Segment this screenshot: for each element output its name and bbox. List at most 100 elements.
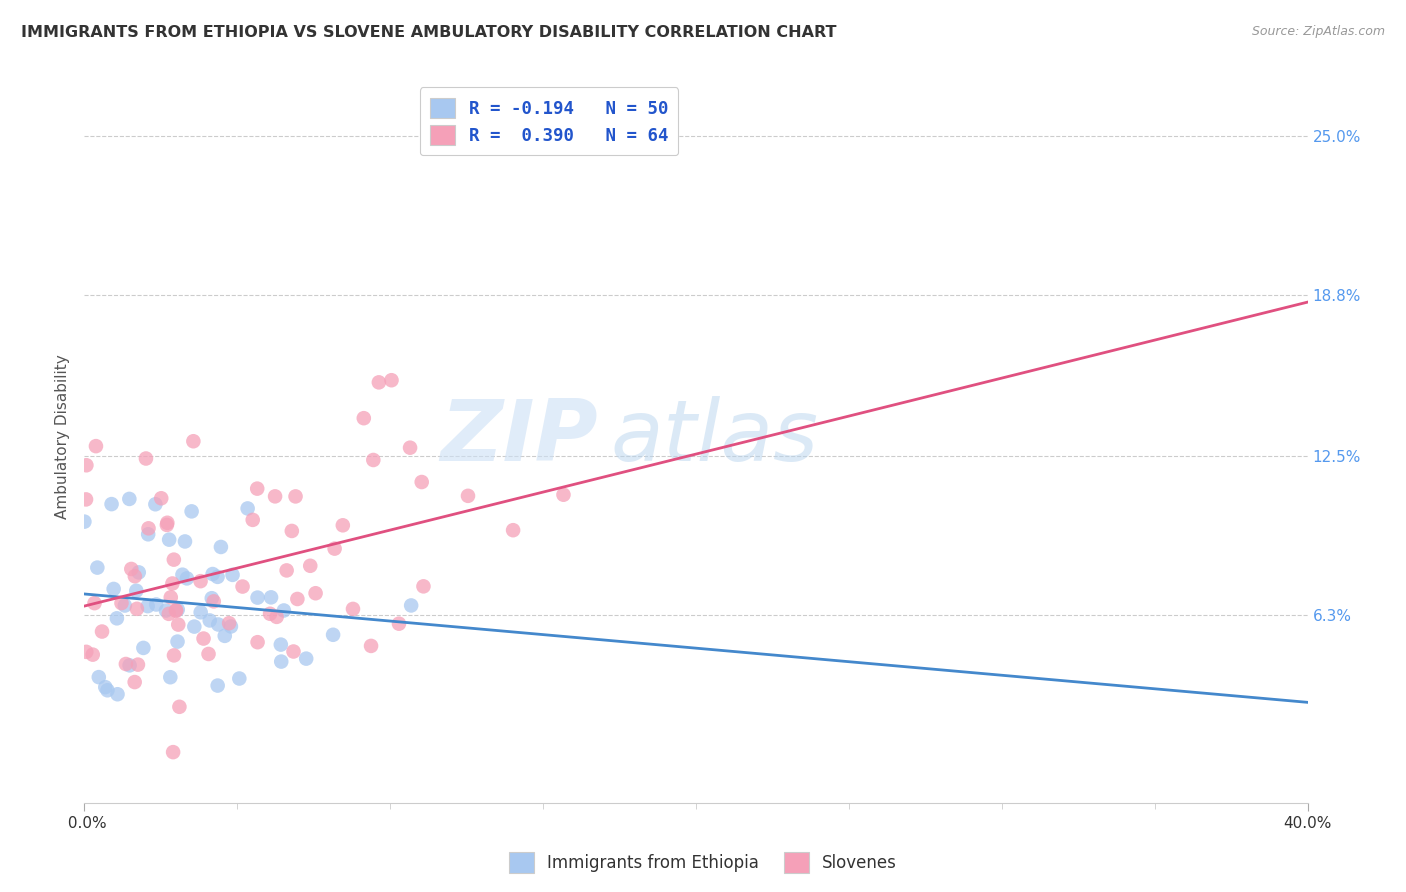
Point <box>105 611 128 625</box>
Point <box>183 434 205 449</box>
Point <box>156 516 179 530</box>
Point <box>399 441 422 455</box>
Point <box>107 687 129 701</box>
Point <box>232 580 254 594</box>
Point <box>145 598 167 612</box>
Point <box>162 576 184 591</box>
Point <box>236 501 259 516</box>
Point <box>75 645 97 659</box>
Point <box>118 491 141 506</box>
Point <box>180 504 202 518</box>
Point <box>287 592 309 607</box>
Point <box>114 599 136 613</box>
Point <box>124 569 146 583</box>
Point <box>157 533 180 547</box>
Point <box>353 411 375 425</box>
Point <box>156 517 179 532</box>
Text: IMMIGRANTS FROM ETHIOPIA VS SLOVENE AMBULATORY DISABILITY CORRELATION CHART: IMMIGRANTS FROM ETHIOPIA VS SLOVENE AMBU… <box>21 25 837 40</box>
Point <box>174 534 197 549</box>
Point <box>125 602 148 616</box>
Point <box>266 610 288 624</box>
Point <box>246 635 269 649</box>
Point <box>166 602 188 616</box>
Point <box>82 648 104 662</box>
Point <box>323 541 346 556</box>
Point <box>281 524 304 538</box>
Point <box>138 521 160 535</box>
Point <box>120 562 142 576</box>
Point <box>155 603 177 617</box>
Point <box>201 567 224 582</box>
Point <box>283 644 305 658</box>
Point <box>83 596 105 610</box>
Point <box>75 458 97 473</box>
Point <box>176 571 198 585</box>
Point <box>246 591 269 605</box>
Point <box>228 672 250 686</box>
Point <box>270 638 292 652</box>
Point <box>197 647 219 661</box>
Point <box>259 607 281 621</box>
Point <box>276 563 298 577</box>
Point <box>207 617 229 632</box>
Point <box>201 591 224 606</box>
Point <box>163 648 186 663</box>
Point <box>399 599 422 613</box>
Point <box>218 616 240 631</box>
Point <box>207 679 229 693</box>
Point <box>299 558 322 573</box>
Point <box>96 683 118 698</box>
Point <box>198 614 221 628</box>
Point <box>260 591 283 605</box>
Legend: Immigrants from Ethiopia, Slovenes: Immigrants from Ethiopia, Slovenes <box>502 846 904 880</box>
Point <box>411 475 433 489</box>
Point <box>193 632 215 646</box>
Point <box>183 619 205 633</box>
Point <box>145 497 167 511</box>
Point <box>125 583 148 598</box>
Point <box>132 640 155 655</box>
Point <box>115 657 138 671</box>
Point <box>412 579 434 593</box>
Point <box>360 639 382 653</box>
Point <box>167 617 190 632</box>
Point <box>264 489 287 503</box>
Point <box>136 599 159 613</box>
Point <box>242 513 264 527</box>
Point <box>162 745 184 759</box>
Text: ZIP: ZIP <box>440 395 598 479</box>
Point <box>363 453 385 467</box>
Point <box>128 566 150 580</box>
Text: atlas: atlas <box>610 395 818 479</box>
Point <box>163 552 186 566</box>
Point <box>209 540 232 554</box>
Point <box>157 607 180 621</box>
Point <box>165 604 187 618</box>
Point <box>332 518 354 533</box>
Point <box>86 560 108 574</box>
Point <box>190 574 212 589</box>
Point <box>91 624 114 639</box>
Point <box>159 591 181 605</box>
Point <box>190 605 212 619</box>
Point <box>380 373 402 387</box>
Point <box>304 586 326 600</box>
Point <box>100 497 122 511</box>
Point <box>273 603 295 617</box>
Point <box>502 523 524 537</box>
Point <box>103 582 125 596</box>
Point <box>127 657 149 672</box>
Point <box>110 596 132 610</box>
Point <box>221 567 243 582</box>
Point <box>246 482 269 496</box>
Point <box>214 629 236 643</box>
Point <box>172 567 194 582</box>
Point <box>87 670 110 684</box>
Point <box>159 670 181 684</box>
Point <box>284 490 307 504</box>
Point <box>342 602 364 616</box>
Point <box>270 655 292 669</box>
Point <box>73 515 96 529</box>
Point <box>166 634 188 648</box>
Point <box>124 675 146 690</box>
